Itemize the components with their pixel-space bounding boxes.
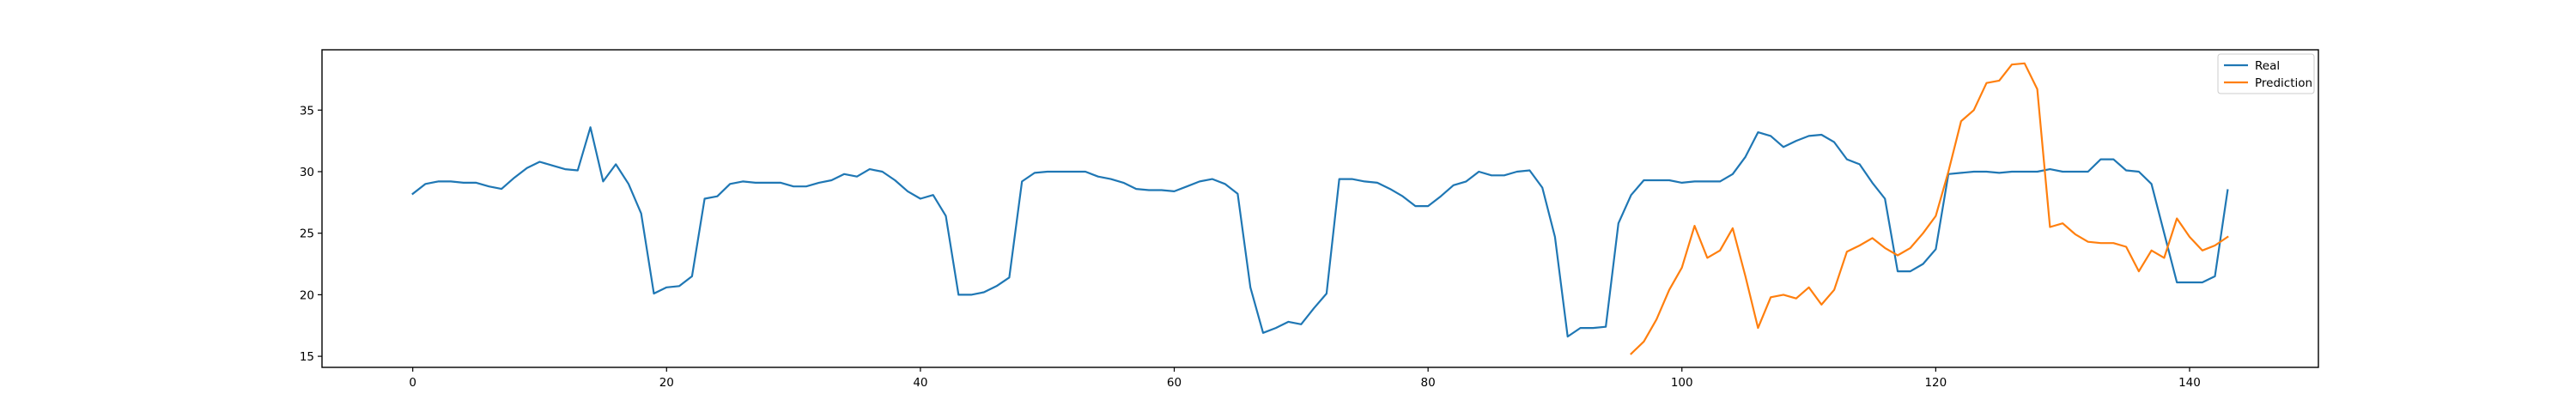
x-tick-label: 20 [659,376,674,390]
x-tick-label: 60 [1167,376,1182,390]
x-tick-label: 0 [409,376,416,390]
y-tick-label: 15 [300,350,314,364]
tick-layer: 0 20 40 60 80 100 120 140 15 20 25 30 35 [300,104,2201,390]
x-tick-label: 40 [913,376,927,390]
series-layer [411,62,2229,355]
series-line-prediction [1630,62,2229,355]
legend: Real Prediction [2217,53,2315,94]
y-tick-label: 20 [300,288,314,302]
x-tick-label: 100 [1671,376,1693,390]
y-tick-label: 30 [300,166,314,179]
x-tick-label: 80 [1421,376,1436,390]
y-tick-label: 35 [300,104,314,118]
legend-label-real: Real [2255,59,2280,73]
legend-box [2217,53,2315,94]
x-tick-label: 120 [1924,376,1947,390]
x-tick-label: 140 [2178,376,2201,390]
y-tick-label: 25 [300,227,314,241]
plot-area-frame [321,49,2319,368]
legend-label-prediction: Prediction [2255,76,2312,90]
series-line-real [411,126,2229,338]
